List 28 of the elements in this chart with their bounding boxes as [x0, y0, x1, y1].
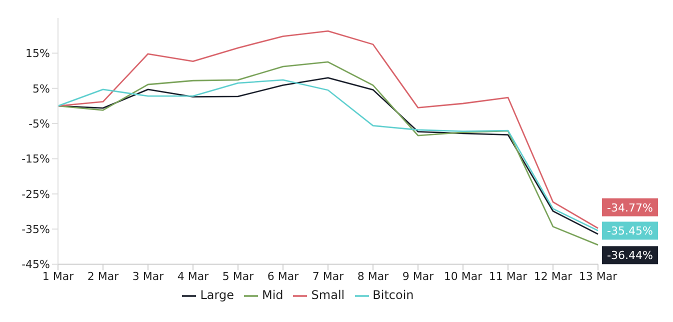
x-tick-label: 5 Mar [222, 270, 254, 284]
x-tick-label: 3 Mar [132, 270, 164, 284]
legend-label: Mid [262, 288, 284, 302]
legend-label: Large [200, 288, 234, 302]
y-tick-label: -25% [22, 188, 50, 201]
x-tick-label: 13 Mar [578, 270, 618, 284]
x-tick-label: 10 Mar [444, 270, 483, 284]
x-tick-label: 1 Mar [42, 270, 74, 284]
legend-label: Small [311, 288, 345, 302]
legend-label: Bitcoin [372, 288, 414, 302]
y-tick-label: -15% [22, 152, 50, 166]
x-tick-label: 2 Mar [87, 270, 120, 284]
data-label: -36.44% [607, 249, 653, 262]
data-label: -34.77% [607, 201, 653, 214]
y-tick-label: -45% [22, 258, 50, 272]
x-tick-label: 12 Mar [534, 270, 573, 284]
x-tick-label: 8 Mar [357, 270, 390, 284]
data-label: -35.45% [607, 224, 653, 238]
x-tick-label: 9 Mar [402, 270, 434, 284]
y-tick-label: 5% [32, 82, 50, 96]
y-tick-label: 15% [26, 47, 50, 60]
x-tick-label: 4 Mar [177, 270, 210, 284]
x-tick-label: 11 Mar [488, 270, 528, 284]
y-tick-label: -35% [22, 223, 50, 236]
line-series [57, 30, 599, 229]
y-tick-label: -5% [28, 117, 50, 130]
x-tick-label: 7 Mar [312, 270, 344, 284]
x-tick-label: 6 Mar [267, 270, 300, 284]
